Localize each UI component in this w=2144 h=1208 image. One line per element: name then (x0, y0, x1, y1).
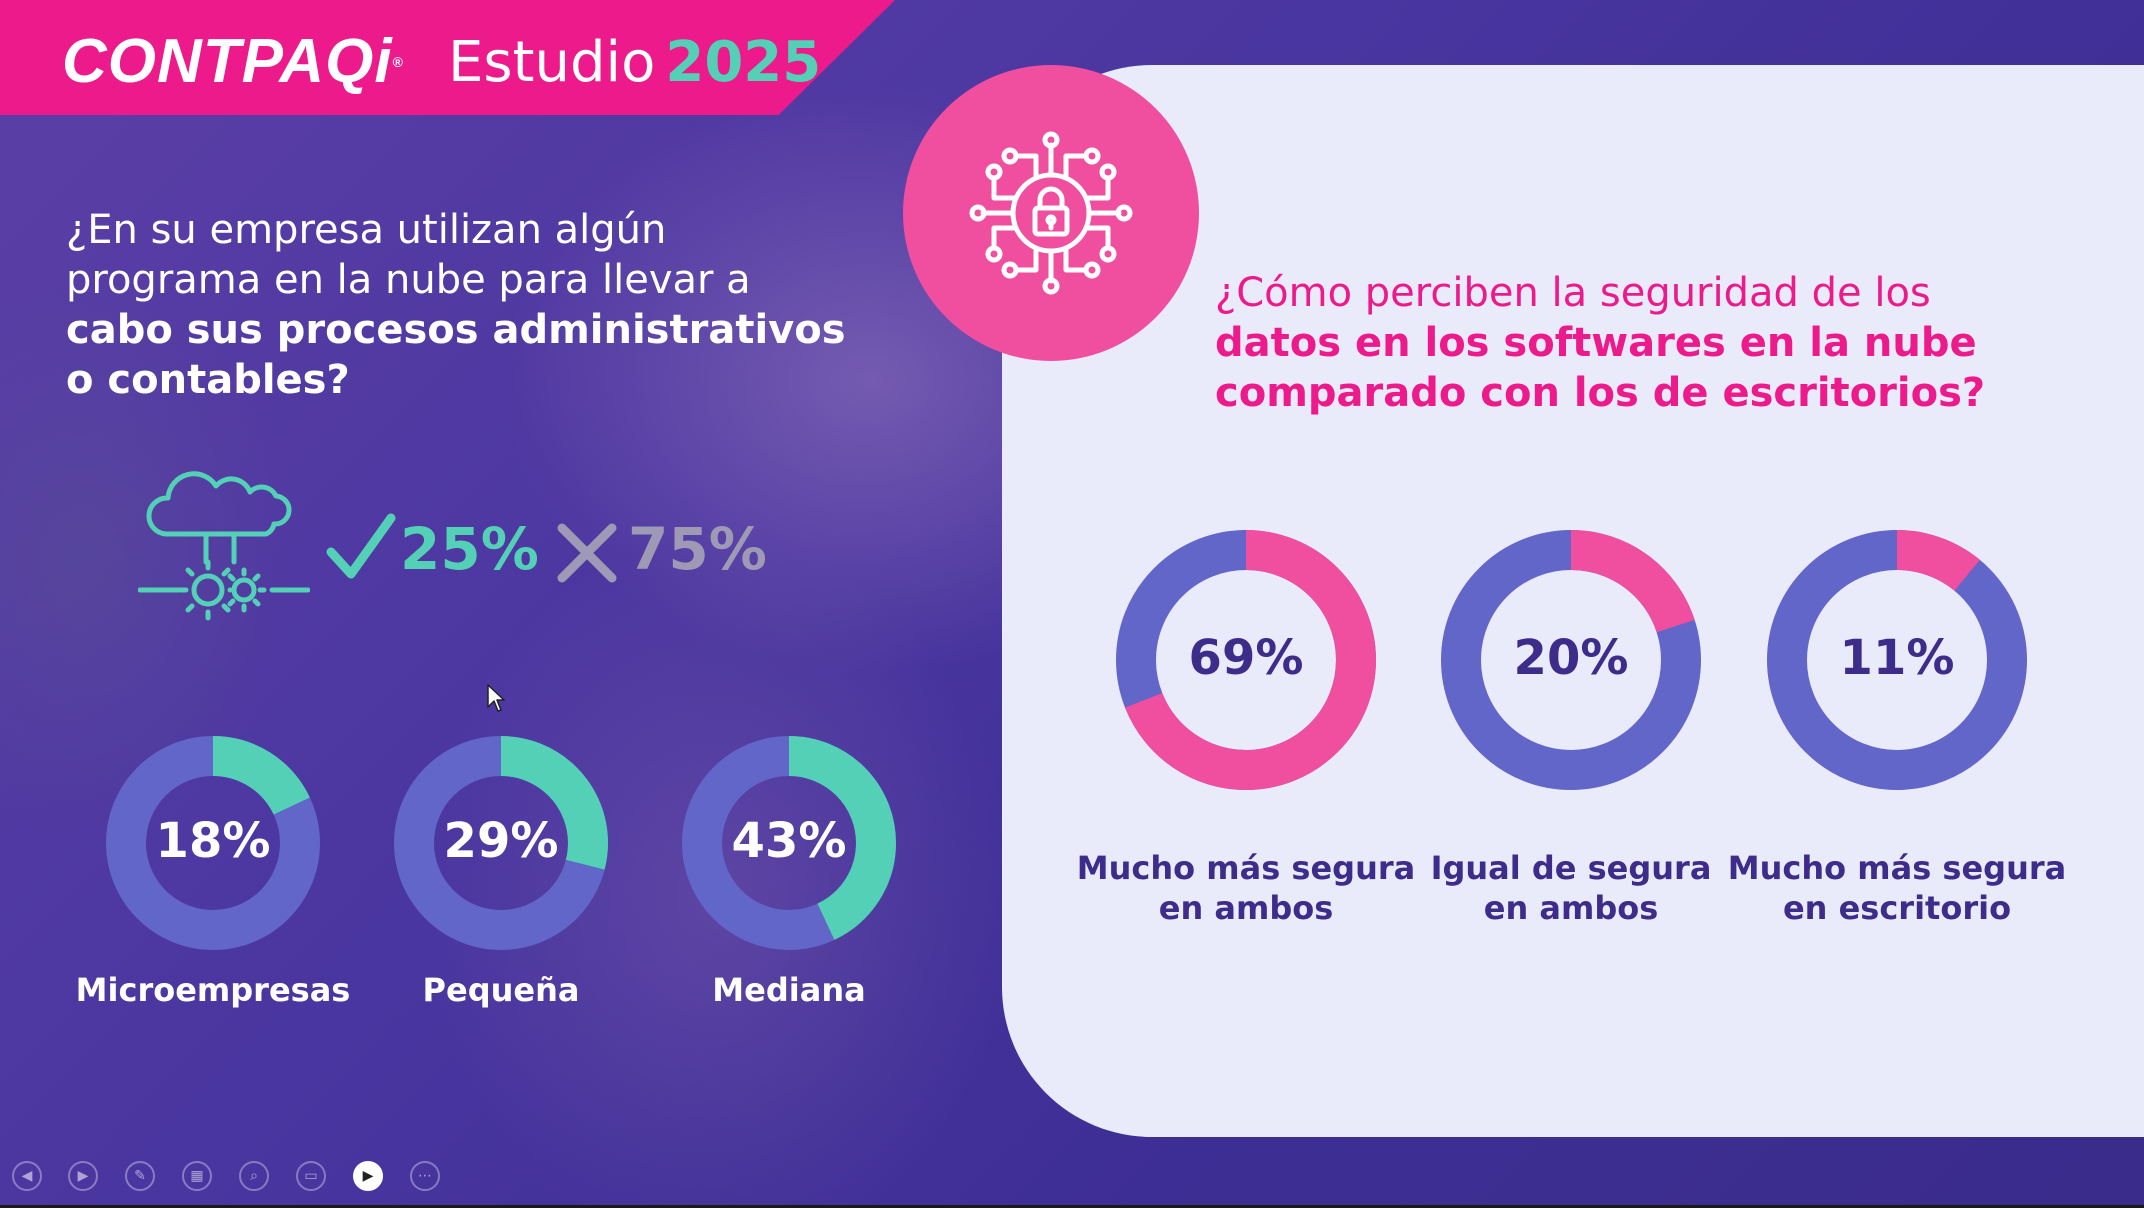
donut-value-label: 18% (155, 813, 271, 870)
question-line-bold: cabo sus procesos administrativos (66, 307, 846, 353)
lock-badge (903, 65, 1199, 361)
more-options-icon[interactable]: ⋯ (410, 1161, 440, 1191)
question-line: ¿En su empresa utilizan algún (66, 207, 667, 253)
study-title: Estudio 2025 (448, 28, 821, 98)
zoom-icon[interactable]: ⌕ (239, 1161, 269, 1191)
mouse-cursor-icon (487, 684, 505, 712)
category-label: Microempresas (75, 971, 351, 1009)
donut-segment (682, 736, 896, 950)
category-label: Mediana (712, 971, 866, 1009)
slides-grid-icon[interactable]: ▦ (182, 1161, 212, 1191)
donut-pequena: 29% (394, 736, 608, 950)
no-percentage: 75% (628, 515, 767, 583)
donut-value-label: 29% (443, 813, 559, 870)
subtitles-icon[interactable]: ▭ (296, 1161, 326, 1191)
donut-segment (1441, 530, 1701, 790)
check-icon (326, 513, 396, 579)
donut-segment (106, 736, 320, 950)
camera-icon[interactable]: ▶ (353, 1161, 383, 1191)
brand-banner (0, 0, 895, 115)
next-icon[interactable]: ▶ (68, 1161, 98, 1191)
category-label: Pequeña (422, 971, 580, 1009)
cloud-gears-icon (138, 471, 310, 621)
brand-logo: CONTPAQi® (62, 22, 404, 102)
donut-mucho-mas-segura-ambos: 69% (1116, 530, 1376, 790)
donut-chart (682, 736, 896, 950)
donut-value-label: 43% (731, 813, 847, 870)
donut-chart (1441, 530, 1701, 790)
security-caption: Igual de segura en ambos (1430, 849, 1712, 927)
security-question: ¿Cómo perciben la seguridad de los datos… (1215, 268, 2095, 418)
pen-icon[interactable]: ✎ (125, 1161, 155, 1191)
x-icon (557, 523, 617, 583)
donut-chart (106, 736, 320, 950)
donut-microempresas: 18% (106, 736, 320, 950)
donut-value-label: 20% (1513, 630, 1629, 687)
circuit-lock-icon (969, 131, 1133, 295)
brand-logo-text: CONTPAQi (62, 27, 393, 96)
bottom-border (0, 1205, 2144, 1208)
donut-segment (1116, 530, 1376, 790)
donut-igual-de-segura: 20% (1441, 530, 1701, 790)
yes-percentage: 25% (400, 515, 539, 583)
donut-chart (1767, 530, 2027, 790)
donut-value-label: 11% (1839, 630, 1955, 687)
cloud-usage-question: ¿En su empresa utilizan algún programa e… (66, 205, 866, 405)
question-line: programa en la nube para llevar a (66, 257, 751, 303)
security-caption: Mucho más segura en ambos (1076, 849, 1416, 927)
donut-mediana: 43% (682, 736, 896, 950)
study-label: Estudio (448, 30, 656, 95)
previous-icon[interactable]: ◀ (12, 1161, 42, 1191)
registered-mark: ® (392, 54, 404, 70)
donut-segment (1767, 530, 2027, 790)
question-line-bold: datos en los softwares en la nube (1215, 320, 1977, 366)
donut-mucho-mas-segura-escritorio: 11% (1767, 530, 2027, 790)
donut-segment (394, 736, 608, 950)
donut-chart (394, 736, 608, 950)
question-line: ¿Cómo perciben la seguridad de los (1215, 270, 1931, 316)
question-line-bold: comparado con los de escritorios? (1215, 370, 1986, 416)
question-line-bold: o contables? (66, 357, 350, 403)
study-year: 2025 (665, 30, 822, 95)
donut-value-label: 69% (1188, 630, 1304, 687)
donut-chart (1116, 530, 1376, 790)
security-caption: Mucho más segura en escritorio (1727, 849, 2067, 927)
